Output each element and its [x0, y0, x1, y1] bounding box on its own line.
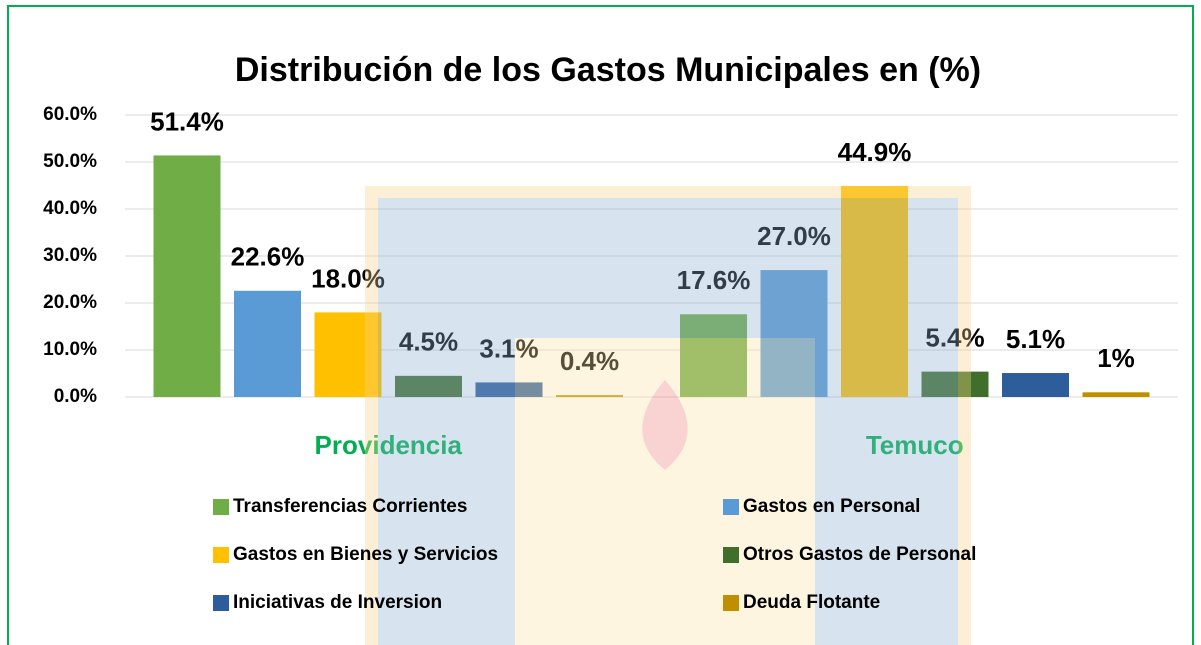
bar	[395, 375, 462, 397]
data-label: 44.9%	[838, 137, 912, 167]
data-label: 5.4%	[925, 322, 984, 352]
frame	[7, 5, 1194, 645]
y-tick-label: 30.0%	[43, 245, 97, 266]
x-tick-label: Providencia	[315, 430, 463, 460]
legend-label: Gastos en Personal	[743, 496, 920, 517]
plot-area: 0.0% 10.0% 20.0% 30.0% 40.0% 50.0% 60.0% Provid…	[43, 104, 1178, 460]
legend-swatch	[213, 547, 229, 563]
data-label: 22.6%	[231, 242, 305, 272]
data-label: 0.4%	[560, 346, 619, 376]
legend: Transferencias Corrientes Gastos en Perso…	[213, 496, 976, 613]
y-tick-label: 50.0%	[43, 151, 97, 172]
bar	[680, 314, 747, 397]
bar	[234, 290, 301, 397]
bar	[1082, 392, 1150, 397]
legend-swatch	[213, 595, 229, 611]
y-tick-label: 10.0%	[43, 339, 97, 360]
data-label: 1%	[1097, 343, 1135, 373]
y-tick-label: 60.0%	[43, 104, 97, 125]
y-tick-label: 0.0%	[54, 386, 97, 407]
data-label: 51.4%	[150, 106, 224, 136]
y-tick-label: 40.0%	[43, 198, 97, 219]
y-tick-label: 20.0%	[43, 292, 97, 313]
bar	[556, 395, 623, 397]
legend-swatch	[723, 547, 739, 563]
data-label: 5.1%	[1006, 324, 1065, 354]
legend-swatch	[213, 499, 229, 515]
legend-label: Transferencias Corrientes	[233, 496, 467, 517]
x-tick-label: Temuco	[866, 430, 964, 460]
bar	[1002, 373, 1069, 397]
chart-title: Distribución de los Gastos Municipales e…	[235, 51, 981, 89]
data-label: 18.0%	[311, 263, 385, 293]
legend-label: Gastos en Bienes y Servicios	[233, 544, 498, 565]
data-label: 27.0%	[757, 221, 831, 251]
bar	[314, 312, 382, 397]
bar	[475, 382, 543, 397]
bar	[760, 270, 828, 397]
data-label: 17.6%	[677, 265, 751, 295]
bar	[921, 371, 989, 397]
legend-swatch	[723, 595, 739, 611]
data-label: 4.5%	[399, 327, 458, 357]
legend-label: Deuda Flotante	[743, 592, 880, 613]
legend-label: Iniciativas de Inversion	[233, 592, 442, 613]
bar	[153, 155, 221, 397]
bar	[841, 185, 908, 397]
legend-swatch	[723, 499, 739, 515]
legend-label: Otros Gastos de Personal	[743, 544, 976, 565]
data-label: 3.1%	[479, 333, 538, 363]
